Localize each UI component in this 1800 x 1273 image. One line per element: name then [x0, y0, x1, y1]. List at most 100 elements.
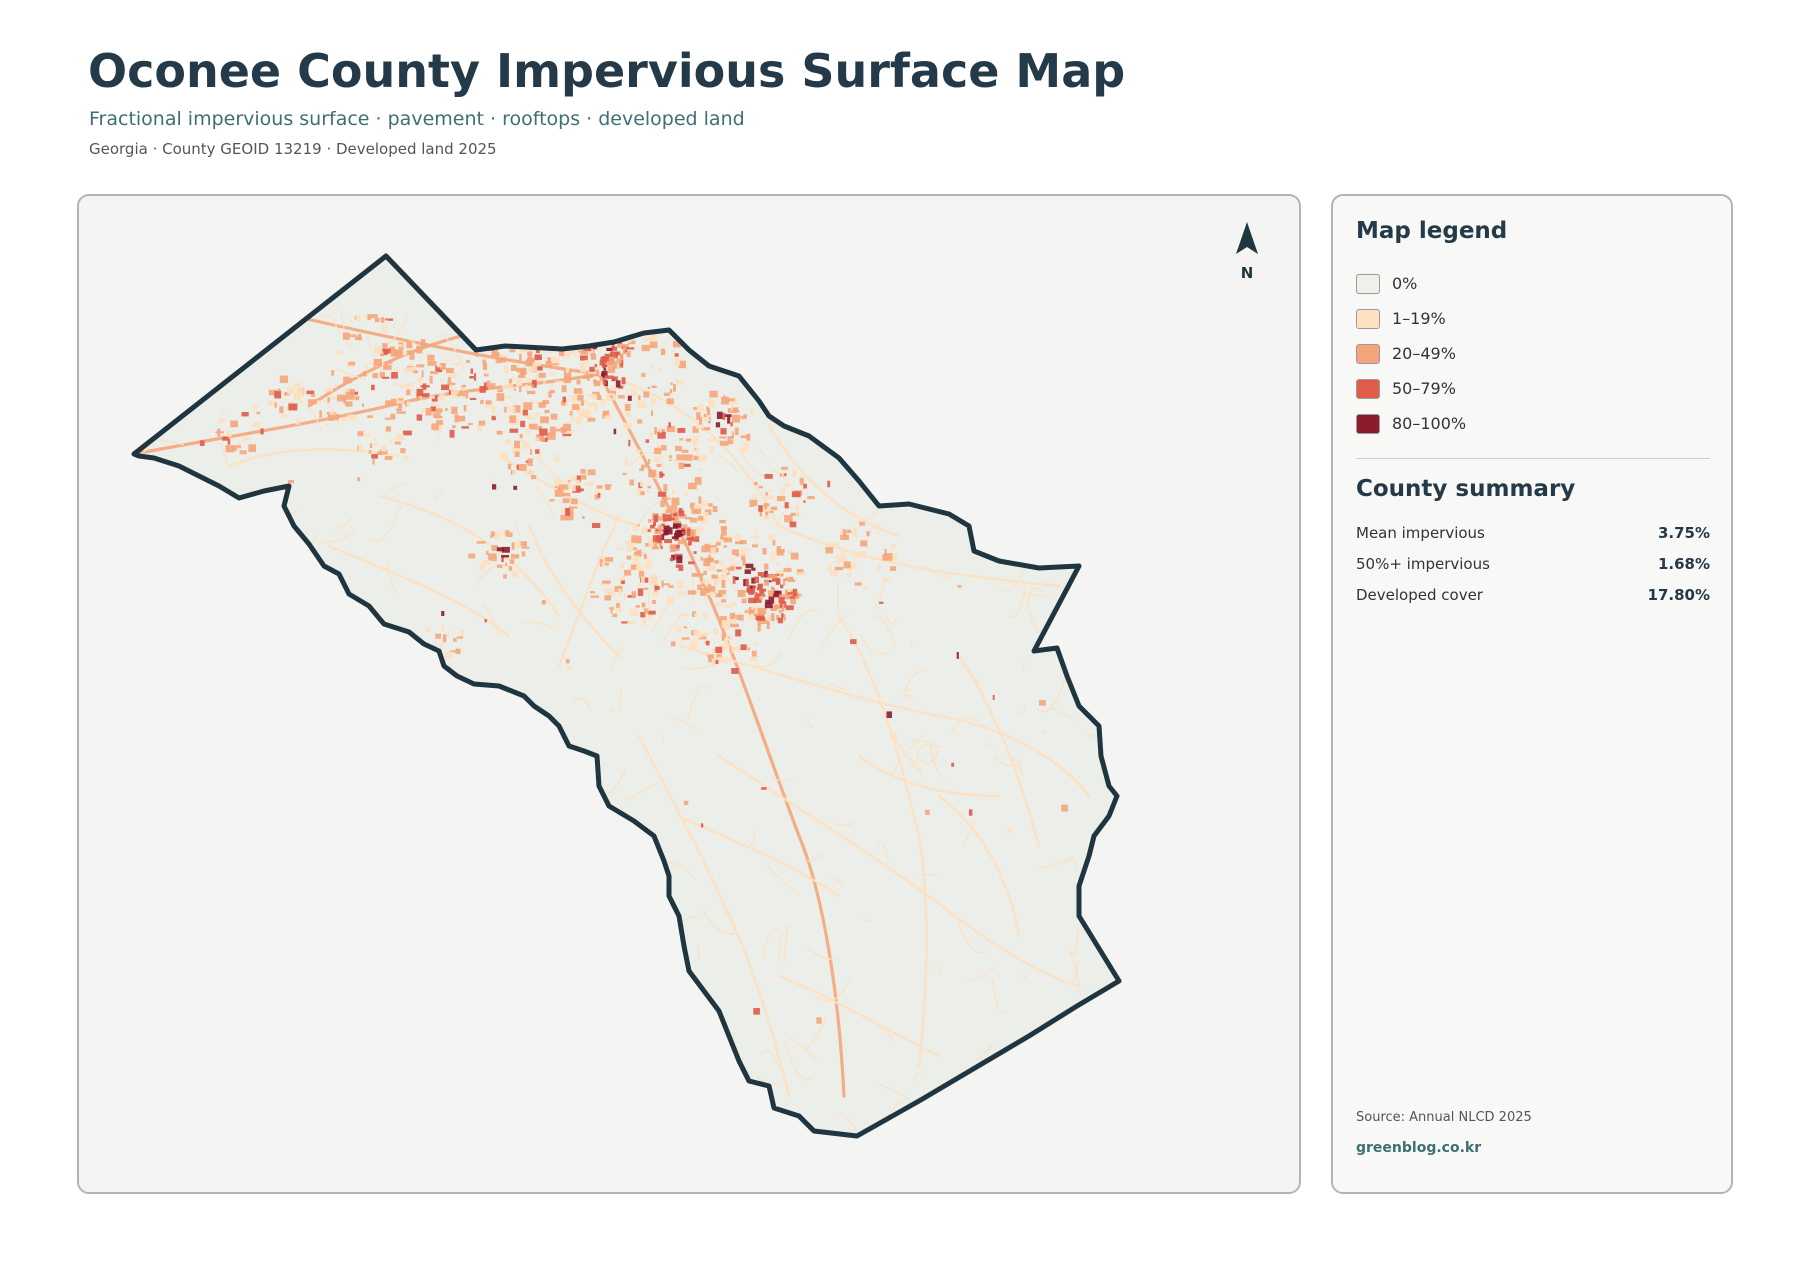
developed-parcel [621, 377, 626, 385]
developed-parcel [584, 317, 587, 323]
credit-link[interactable]: greenblog.co.kr [1356, 1140, 1482, 1156]
developed-parcel [501, 555, 509, 558]
local-road [134, 992, 141, 1021]
developed-parcel [546, 432, 556, 440]
developed-parcel [616, 603, 620, 608]
local-road [347, 1074, 353, 1097]
local-road [932, 431, 944, 462]
developed-parcel [654, 447, 662, 454]
developed-parcel [701, 823, 704, 828]
developed-parcel [993, 377, 997, 385]
developed-parcel [710, 591, 715, 598]
developed-parcel [590, 327, 599, 333]
developed-parcel [511, 542, 515, 550]
developed-parcel [486, 550, 489, 556]
developed-parcel [777, 617, 783, 624]
developed-parcel [296, 387, 304, 396]
local-road [377, 837, 394, 848]
developed-parcel [760, 604, 767, 607]
developed-parcel [727, 440, 733, 445]
developed-parcel [380, 317, 385, 323]
developed-parcel [753, 613, 757, 617]
developed-parcel [385, 417, 391, 420]
developed-parcel [518, 733, 525, 740]
local-road [275, 989, 283, 996]
local-road [482, 605, 500, 637]
developed-parcel [367, 314, 371, 320]
developed-parcel [671, 536, 679, 540]
local-road [383, 481, 406, 497]
developed-parcel [670, 505, 678, 512]
developed-parcel [599, 559, 604, 567]
developed-parcel [765, 492, 769, 496]
developed-parcel [199, 440, 205, 446]
local-road [857, 304, 869, 335]
developed-parcel [241, 702, 248, 709]
developed-parcel [461, 426, 469, 429]
developed-parcel [504, 406, 507, 413]
developed-parcel [592, 523, 601, 528]
developed-parcel [701, 545, 708, 553]
developed-parcel [676, 529, 686, 536]
developed-parcel [416, 388, 424, 397]
local-road [321, 530, 356, 543]
developed-parcel [457, 393, 466, 397]
developed-parcel [688, 541, 691, 546]
local-road [595, 1111, 630, 1129]
developed-parcel [660, 500, 665, 508]
developed-parcel [432, 412, 441, 418]
developed-parcel [369, 443, 373, 448]
developed-parcel [554, 478, 563, 486]
developed-parcel [707, 407, 711, 416]
developed-parcel [737, 648, 740, 653]
developed-parcel [508, 378, 512, 384]
developed-parcel [663, 583, 670, 586]
local-road [535, 455, 567, 484]
developed-parcel [657, 491, 667, 497]
developed-parcel [716, 540, 724, 543]
developed-parcel [723, 536, 732, 543]
local-road [444, 810, 477, 833]
developed-parcel [430, 371, 438, 375]
local-road [439, 901, 463, 906]
developed-parcel [357, 477, 361, 482]
developed-parcel [486, 380, 491, 388]
developed-parcel [697, 468, 701, 471]
developed-parcel [602, 562, 610, 566]
developed-parcel [324, 387, 333, 392]
developed-parcel [764, 474, 773, 479]
local-road [816, 979, 851, 1003]
developed-parcel [687, 590, 697, 595]
county-map[interactable]: N [79, 196, 1301, 1194]
developed-parcel [354, 336, 363, 341]
developed-parcel [559, 350, 565, 356]
developed-parcel [372, 373, 378, 379]
local-road [242, 497, 271, 531]
developed-parcel [643, 608, 649, 614]
developed-parcel [555, 428, 565, 432]
developed-parcel [416, 667, 426, 670]
developed-parcel [588, 481, 595, 484]
developed-parcel [638, 309, 644, 318]
developed-parcel [690, 502, 696, 509]
map-panel[interactable]: N [77, 194, 1301, 1194]
developed-parcel [466, 359, 470, 363]
developed-parcel [779, 573, 784, 577]
developed-parcel [552, 1048, 560, 1054]
developed-parcel [683, 800, 689, 806]
developed-parcel [277, 388, 281, 392]
developed-parcel [382, 343, 388, 349]
developed-parcel [287, 386, 295, 395]
developed-parcel [433, 416, 443, 419]
developed-parcel [607, 366, 616, 374]
summary-row: 50%+ impervious 1.68% [1356, 548, 1710, 579]
local-road [358, 839, 375, 866]
developed-parcel [660, 348, 666, 356]
developed-parcel [735, 629, 742, 637]
developed-parcel [610, 395, 613, 398]
local-road [828, 820, 856, 827]
developed-parcel [787, 592, 793, 595]
developed-parcel [725, 604, 732, 608]
local-road [284, 684, 305, 717]
developed-parcel [640, 576, 645, 584]
